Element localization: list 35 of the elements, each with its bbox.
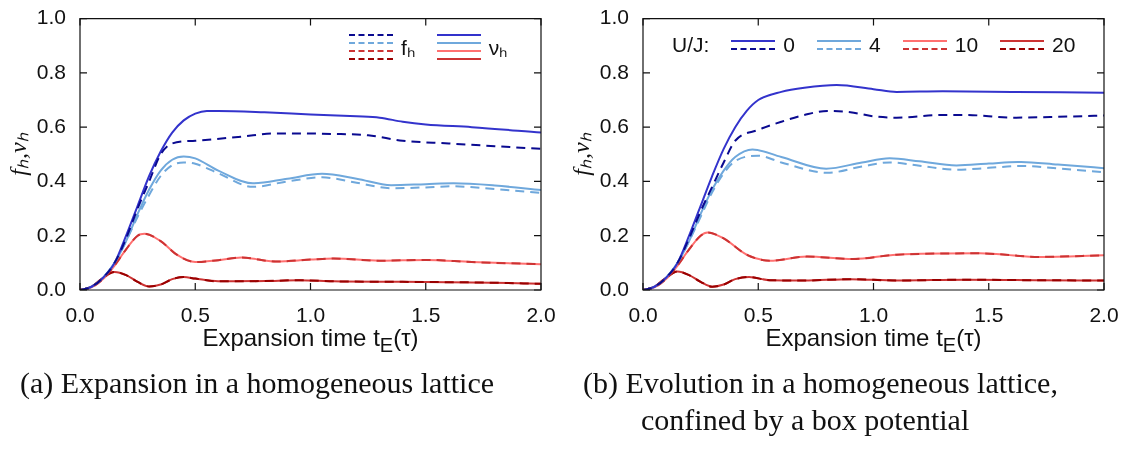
legend-label: fₕ: [401, 34, 415, 61]
text: (b) Evolution in a homogeneous lattice, confined by a box potential: [583, 365, 1059, 438]
legend-title: U/J:: [672, 32, 710, 57]
legend-label: 4: [869, 32, 881, 57]
legend-label: νₕ: [488, 34, 508, 61]
y-tick-label: 1.0: [36, 5, 66, 29]
y-tick-label: 0.2: [36, 222, 66, 246]
legend-label: 10: [954, 32, 979, 57]
y-tick-label: 0.0: [599, 276, 629, 300]
y-tick-label: 0.4: [36, 168, 67, 192]
legend-label: 0: [783, 32, 796, 57]
legend-label: 20: [1052, 32, 1076, 57]
x-tick-label: 0.5: [180, 303, 210, 327]
x-tick-label: 2.0: [526, 303, 556, 327]
x-axis-title: Expansion time t$_{E}$(τ): [765, 324, 982, 356]
x-tick-label: 2.0: [1089, 303, 1119, 327]
x-tick-label: 0.5: [743, 303, 773, 327]
y-tick-label: 1.0: [599, 5, 629, 29]
x-tick-label: 1.5: [411, 303, 441, 327]
y-tick-label: 0.4: [599, 168, 630, 192]
y-tick-label: 0.6: [36, 113, 66, 137]
x-tick-label: 1.0: [858, 303, 889, 327]
x-tick-label: 0.0: [628, 303, 658, 327]
y-tick-label: 0.8: [599, 59, 629, 83]
x-tick-label: 0.0: [65, 303, 95, 327]
text: (a) Expansion in a homogeneous lattice: [20, 365, 496, 401]
y-tick-label: 0.6: [599, 113, 629, 137]
y-axis-title: fₕ,νₕ: [566, 132, 595, 176]
x-tick-label: 1.0: [295, 303, 326, 327]
y-tick-label: 0.8: [36, 59, 66, 83]
x-axis-title: Expansion time t$_{E}$(τ): [202, 324, 419, 356]
y-axis-title: fₕ,νₕ: [3, 132, 32, 176]
x-tick-label: 1.5: [974, 303, 1004, 327]
y-tick-label: 0.2: [599, 222, 629, 246]
y-tick-label: 0.0: [36, 276, 66, 300]
